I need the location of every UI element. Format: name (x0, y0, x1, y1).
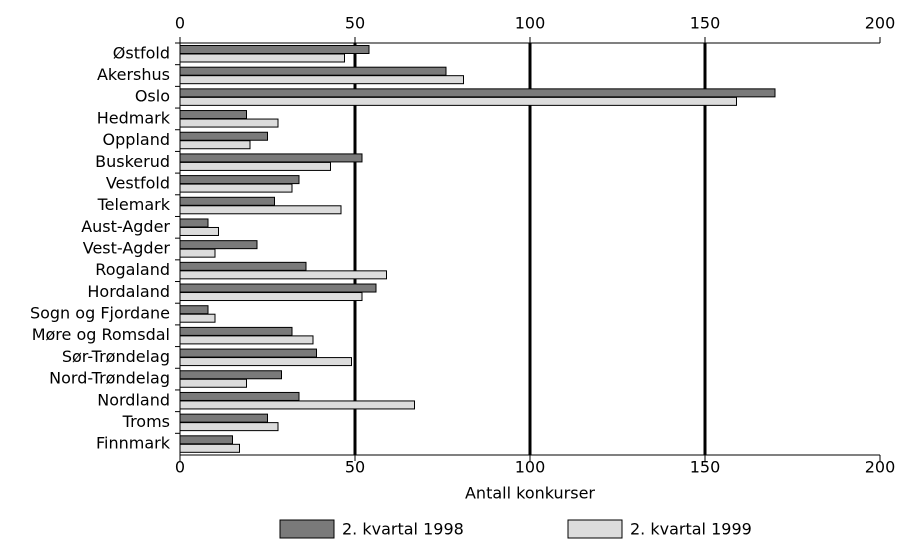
bar (179, 305, 209, 315)
y-tick-label: Hedmark (97, 108, 171, 127)
x-axis-title: Antall konkurser (465, 484, 595, 503)
y-tick-label: Telemark (97, 195, 171, 214)
bar (179, 261, 307, 271)
bar (179, 140, 251, 150)
legend-label: 2. kvartal 1999 (630, 520, 752, 539)
y-tick-label: Buskerud (95, 152, 170, 171)
bar (179, 131, 268, 141)
x-tick-label: 100 (515, 14, 546, 33)
x-tick-label: 200 (865, 458, 896, 477)
bar (179, 378, 247, 388)
x-tick-label: 150 (690, 458, 721, 477)
y-tick-label: Østfold (113, 43, 170, 62)
bar (179, 335, 314, 345)
x-tick-label: 0 (175, 458, 185, 477)
bar (179, 391, 300, 401)
bar (179, 205, 342, 215)
bar (179, 153, 363, 163)
bar (179, 175, 300, 185)
bar (179, 413, 268, 423)
bar (179, 53, 345, 63)
bar (179, 313, 216, 323)
bar (179, 248, 216, 258)
bar (179, 326, 293, 336)
x-tick-label: 50 (345, 458, 365, 477)
bar (179, 226, 219, 236)
x-tick-label: 100 (515, 458, 546, 477)
bar (179, 88, 776, 98)
bar (179, 118, 279, 128)
y-tick-label: Oppland (103, 130, 170, 149)
x-tick-label: 150 (690, 14, 721, 33)
y-tick-label: Aust-Agder (81, 217, 170, 236)
bar (179, 218, 209, 228)
y-tick-label: Akershus (97, 65, 170, 84)
bar (179, 435, 233, 445)
y-tick-label: Hordaland (87, 282, 170, 301)
legend-label: 2. kvartal 1998 (342, 520, 464, 539)
bar (179, 66, 447, 76)
y-tick-label: Vest-Agder (83, 239, 171, 258)
bar (179, 370, 282, 380)
y-tick-label: Finnmark (96, 434, 171, 453)
bar (179, 292, 363, 302)
bar (179, 96, 737, 106)
bar (179, 357, 352, 367)
x-tick-label: 50 (345, 14, 365, 33)
legend-swatch (279, 519, 335, 539)
bar (179, 270, 387, 280)
x-tick-label: 0 (175, 14, 185, 33)
bar (179, 45, 370, 54)
y-tick-label: Møre og Romsdal (32, 325, 170, 344)
y-tick-label: Sør-Trøndelag (62, 347, 170, 366)
bar (179, 240, 258, 250)
y-tick-label: Rogaland (95, 260, 170, 279)
legend-swatch (567, 519, 623, 539)
y-tick-label: Nord-Trøndelag (49, 369, 170, 388)
y-tick-label: Troms (122, 412, 170, 431)
bar (179, 348, 317, 358)
bar (179, 283, 377, 293)
bar (179, 196, 275, 206)
bar (179, 161, 331, 171)
bar (179, 422, 279, 432)
bar (179, 183, 293, 193)
x-tick-label: 200 (865, 14, 896, 33)
y-tick-label: Nordland (97, 390, 170, 409)
bar (179, 110, 247, 120)
bar (179, 75, 464, 85)
y-tick-label: Sogn og Fjordane (30, 304, 170, 323)
bar (179, 400, 415, 410)
y-tick-label: Oslo (135, 87, 170, 106)
bar (179, 443, 240, 453)
y-tick-label: Vestfold (106, 173, 170, 192)
